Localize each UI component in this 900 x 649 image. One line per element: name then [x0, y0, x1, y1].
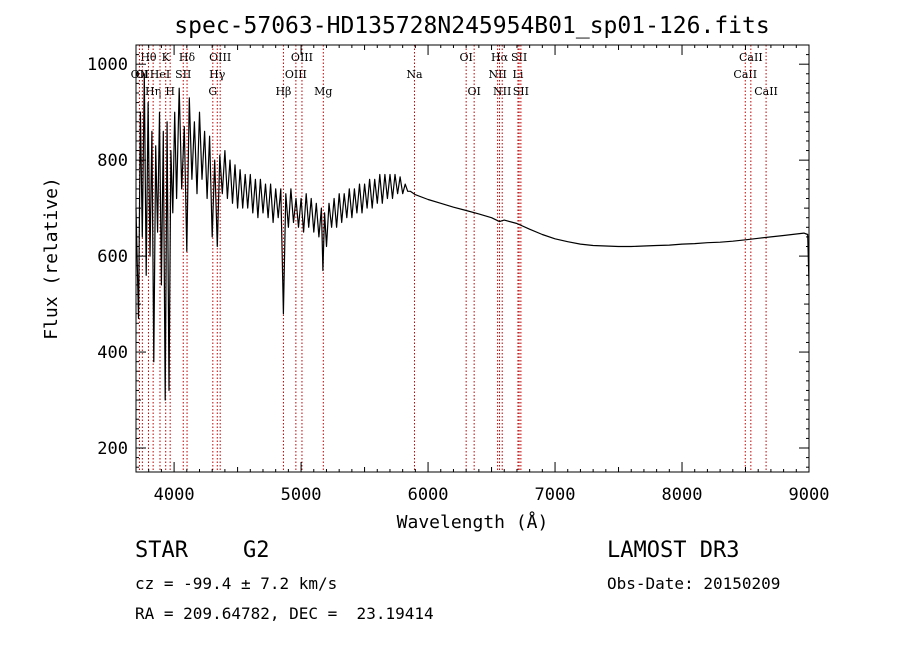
x-tick-label: 4000 [154, 485, 195, 505]
spectral-line-label: H [165, 85, 175, 98]
spectrum-series [135, 73, 810, 401]
spectral-line-label: Li [513, 68, 524, 81]
spectral-line-label: Hη [145, 85, 161, 98]
x-tick-label: 5000 [281, 485, 322, 505]
spectral-line-label: OI [459, 51, 472, 64]
spectral-line-label: OIII [209, 51, 231, 64]
y-tick-label: 200 [97, 439, 128, 459]
coordinates-text: RA = 209.64782, DEC = 23.19414 [135, 604, 434, 623]
spectral-line-label: CaII [754, 85, 778, 98]
spectral-line-label: Hα [491, 51, 509, 64]
chart-title: spec-57063-HD135728N245954B01_sp01-126.f… [174, 13, 769, 39]
obs-date-text: Obs-Date: 20150209 [607, 574, 781, 593]
spectral-line-label: Hθ [140, 51, 157, 64]
spectral-line-label: HeI [150, 68, 170, 81]
spectral-line-label: Mg [314, 85, 332, 98]
spectral-line-label: OI [136, 68, 149, 81]
spectrum-chart: spec-57063-HD135728N245954B01_sp01-126.f… [41, 13, 830, 533]
y-axis-label: Flux (relative) [41, 177, 62, 340]
spectral-line-label: OIII [291, 51, 313, 64]
object-subclass: G2 [243, 538, 270, 563]
spectral-line-label: OI [467, 85, 480, 98]
spectral-line-label: CaII [733, 68, 757, 81]
x-tick-label: 6000 [408, 485, 449, 505]
x-axis: 4000 5000 6000 7000 8000 9000 [135, 45, 830, 505]
spectral-line-label: SII [513, 85, 529, 98]
spectrum-line [135, 73, 810, 401]
survey-name: LAMOST DR3 [607, 538, 740, 563]
spectral-line-label: Hβ [275, 85, 291, 98]
spectral-line-label: Hγ [209, 68, 226, 81]
spectral-line-label: Na [406, 68, 423, 81]
x-axis-label: Wavelength (Å) [397, 511, 549, 533]
spectral-line-label: OIII [285, 68, 307, 81]
y-axis: 200 400 600 800 1000 [87, 54, 809, 468]
y-tick-label: 800 [97, 151, 128, 171]
spectral-line-label: CaII [739, 51, 763, 64]
x-tick-label: 9000 [789, 485, 830, 505]
redshift-text: cz = -99.4 ± 7.2 km/s [135, 574, 338, 593]
spectral-line-label: NII [493, 85, 511, 98]
y-tick-label: 600 [97, 247, 128, 267]
y-tick-label: 1000 [87, 55, 128, 75]
plot-frame [135, 44, 810, 473]
x-tick-label: 8000 [662, 485, 703, 505]
spectral-line-label: NII [488, 68, 506, 81]
x-tick-label: 7000 [535, 485, 576, 505]
spectral-line-label: K [162, 51, 171, 64]
spectral-line-label: SII [511, 51, 527, 64]
spectral-line-label: SII [175, 68, 191, 81]
spectral-line-label: G [208, 85, 217, 98]
object-class: STAR [135, 538, 188, 563]
y-tick-label: 400 [97, 343, 128, 363]
spectral-line-label: Hδ [179, 51, 196, 64]
